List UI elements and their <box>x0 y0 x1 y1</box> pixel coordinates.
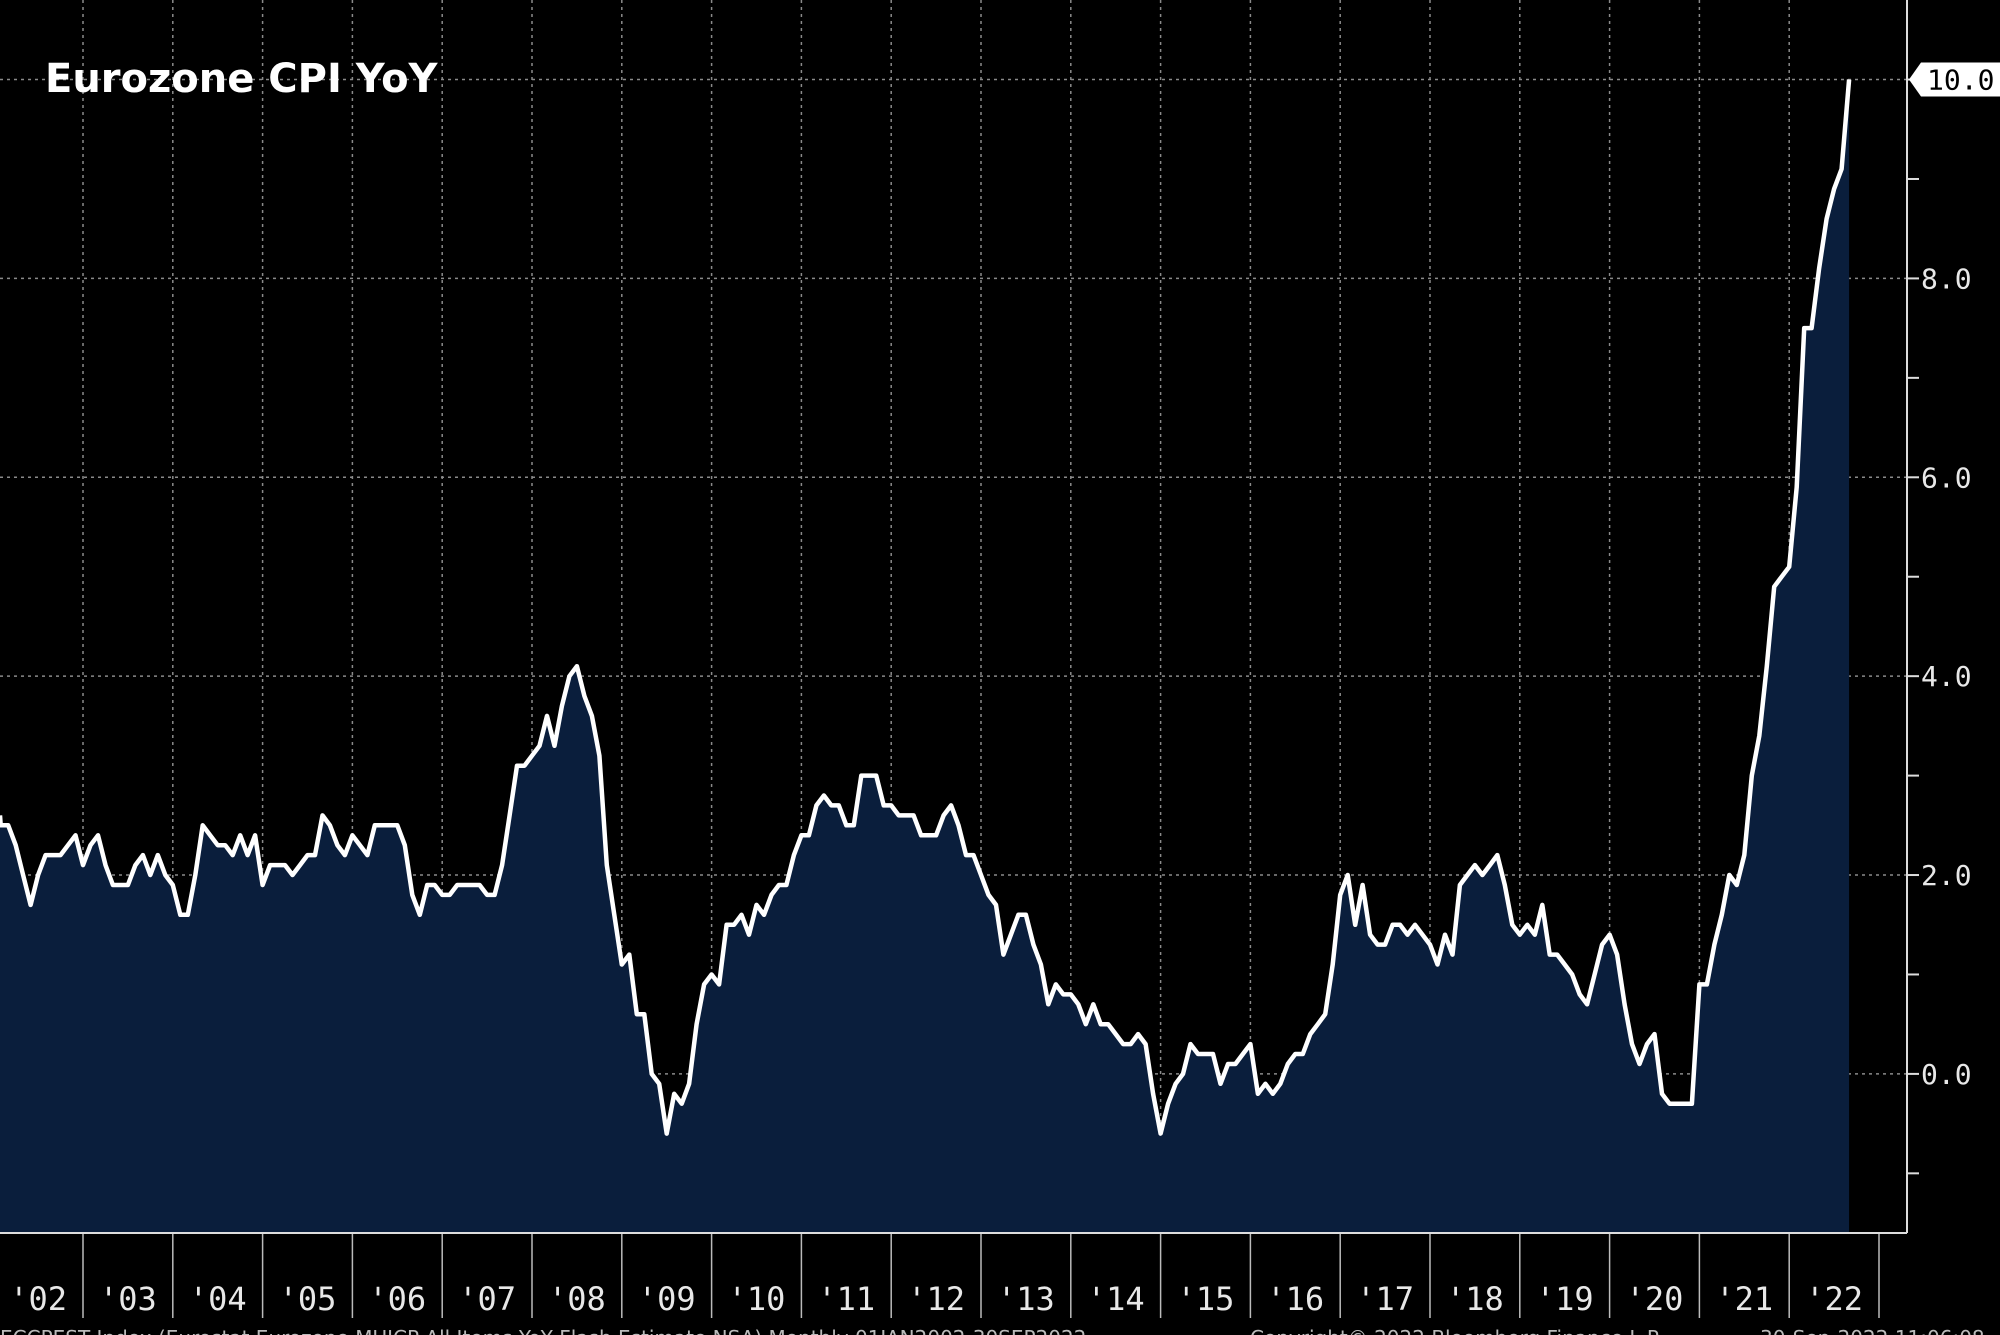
x-tick-label: '20 <box>1626 1280 1684 1318</box>
axes: '02 '03 '04 '05 '06 '07 '08 '09 '10 '11 '12 '13 '14 '… <box>0 0 1972 1318</box>
footer-copyright: Copyright© 2022 Bloomberg Finance L.P. <box>1250 1326 1662 1335</box>
last-value-marker: 10.0 <box>1909 62 2000 97</box>
x-tick-label: '15 <box>1177 1280 1235 1318</box>
x-tick-label: '07 <box>458 1280 516 1318</box>
y-tick-label: 2.0 <box>1921 859 1972 892</box>
x-tick-label: '06 <box>368 1280 426 1318</box>
x-tick-label: '02 <box>9 1280 67 1318</box>
y-tick-label: 8.0 <box>1921 262 1972 295</box>
x-tick-label: '10 <box>728 1280 786 1318</box>
x-tick-label: '05 <box>279 1280 337 1318</box>
chart-title: Eurozone CPI YoY <box>45 56 439 102</box>
series-line <box>0 79 1852 1136</box>
x-tick-label: '04 <box>189 1280 247 1318</box>
x-tick-label: '22 <box>1805 1280 1863 1318</box>
gridlines <box>0 0 1907 1233</box>
x-tick-label: '18 <box>1446 1280 1504 1318</box>
x-tick-label: '19 <box>1536 1280 1594 1318</box>
x-tick-label: '16 <box>1266 1280 1324 1318</box>
y-tick-label: 0.0 <box>1921 1058 1972 1091</box>
x-tick-label: '17 <box>1356 1280 1414 1318</box>
last-value-label: 10.0 <box>1927 64 1994 97</box>
footer-timestamp: 30-Sep-2022 11:06:08 <box>1760 1326 1985 1335</box>
x-tick-label: '09 <box>638 1280 696 1318</box>
x-tick-label: '13 <box>997 1280 1055 1318</box>
x-tick-label: '21 <box>1715 1280 1773 1318</box>
x-tick-label: '12 <box>907 1280 965 1318</box>
x-tick-label: '03 <box>99 1280 157 1318</box>
last-value-box <box>1909 62 2000 97</box>
y-tick-label: 4.0 <box>1921 660 1972 693</box>
x-tick-label: '11 <box>817 1280 875 1318</box>
x-tick-label: '14 <box>1087 1280 1145 1318</box>
x-tick-label: '08 <box>548 1280 606 1318</box>
y-tick-label: 6.0 <box>1921 461 1972 494</box>
footer-source: ECCPEST Index (Eurostat Eurozone MUICP A… <box>0 1326 1086 1335</box>
